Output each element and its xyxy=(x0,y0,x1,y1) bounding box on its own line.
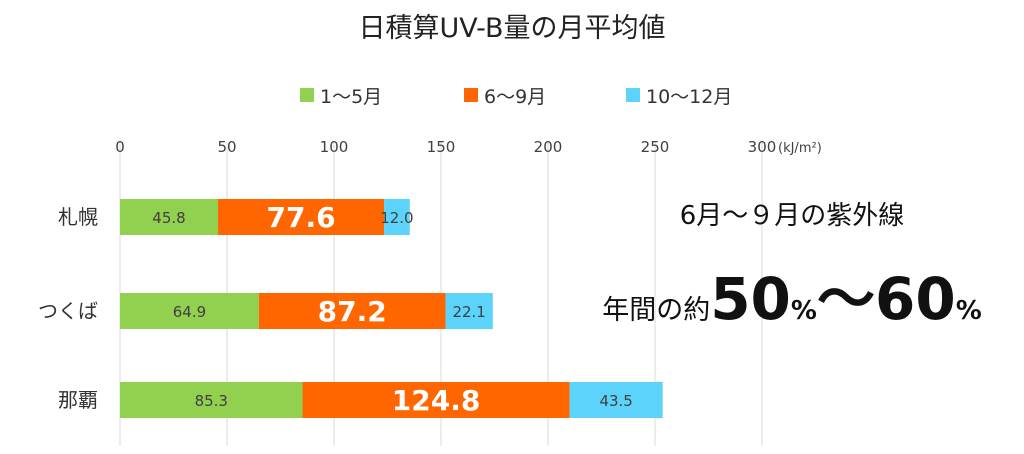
legend-item-3: 10～12月 xyxy=(626,80,732,110)
category-label-2: 那覇 xyxy=(58,388,98,412)
annotation-pct1: % xyxy=(790,296,817,326)
bar-1-1 xyxy=(258,293,446,329)
data-label-2-2: 43.5 xyxy=(599,392,632,410)
annotation-line2: 年間の約50%～60% xyxy=(572,252,1012,336)
bar-0-1 xyxy=(218,199,385,235)
x-tick-label-6: 300 xyxy=(748,138,777,156)
x-tick-label-0: 0 xyxy=(115,138,125,156)
x-tick-label-4: 200 xyxy=(534,138,563,156)
bar-2-1 xyxy=(302,382,570,418)
legend-label-2: 6～9月 xyxy=(484,85,547,108)
data-label-2-0: 85.3 xyxy=(195,392,228,410)
annotation-num1: 50 xyxy=(710,265,791,333)
annotation-prefix: 年間の約 xyxy=(602,295,711,326)
annotation-line1: 6月～９月の紫外線 xyxy=(679,201,905,231)
data-label-0-0: 45.8 xyxy=(152,209,185,227)
data-label-0-2: 12.0 xyxy=(380,209,413,227)
bar-2-0 xyxy=(120,382,303,418)
data-label-1-2: 22.1 xyxy=(452,303,485,321)
legend-swatch-2 xyxy=(464,88,478,102)
bar-0-2 xyxy=(384,199,410,235)
bar-1-2 xyxy=(445,293,493,329)
bar-2-2 xyxy=(569,382,663,418)
x-axis-unit: (kJ/m²) xyxy=(778,141,822,156)
legend-swatch-1 xyxy=(300,88,314,102)
data-label-2-1: 124.8 xyxy=(392,384,481,417)
annotation-pct2: % xyxy=(955,296,982,326)
annotation-tilde: ～ xyxy=(816,265,875,333)
category-label-0: 札幌 xyxy=(58,205,98,229)
data-label-1-0: 64.9 xyxy=(173,303,206,321)
x-tick-label-3: 150 xyxy=(427,138,456,156)
bar-1-0 xyxy=(120,293,259,329)
x-tick-label-5: 250 xyxy=(641,138,670,156)
legend-label-1: 1～5月 xyxy=(320,85,383,108)
legend-swatch-3 xyxy=(626,88,640,102)
bar-0-0 xyxy=(120,199,219,235)
x-tick-label-2: 100 xyxy=(320,138,349,156)
category-label-1: つくば xyxy=(38,299,98,323)
x-tick-label-1: 50 xyxy=(217,138,236,156)
annotation-num2: 60 xyxy=(875,265,956,333)
legend-item-1: 1～5月 xyxy=(300,80,382,110)
chart-title: 日積算UV-B量の月平均値 xyxy=(358,13,666,44)
legend-item-2: 6～9月 xyxy=(464,80,546,110)
data-label-1-1: 87.2 xyxy=(318,295,387,328)
legend-label-3: 10～12月 xyxy=(646,85,733,108)
data-label-0-1: 77.6 xyxy=(266,201,335,234)
